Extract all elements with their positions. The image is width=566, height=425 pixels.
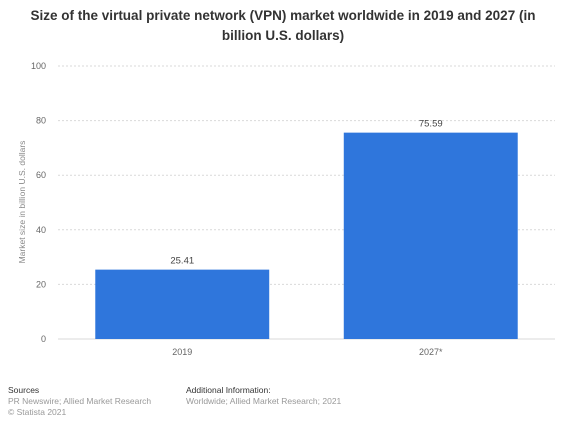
y-tick-label: 0 <box>41 334 46 344</box>
bars <box>95 132 518 339</box>
additional-info-heading: Additional Information: <box>186 385 271 395</box>
y-tick-label: 60 <box>36 170 46 180</box>
y-tick-label: 80 <box>36 116 46 126</box>
copyright-text: © Statista 2021 <box>8 407 67 417</box>
sources-text: PR Newswire; Allied Market Research <box>8 396 152 406</box>
bar <box>343 132 518 339</box>
x-tick-label: 2019 <box>172 347 192 357</box>
y-tick-label: 100 <box>31 61 46 71</box>
bar <box>95 269 270 339</box>
data-label: 25.41 <box>170 256 194 267</box>
sources-heading: Sources <box>8 385 40 395</box>
data-labels: 25.41 75.59 <box>170 119 442 267</box>
y-tick-label: 20 <box>36 279 46 289</box>
x-tick-label: 2027* <box>419 347 443 357</box>
additional-info-text: Worldwide; Allied Market Research; 2021 <box>186 396 342 406</box>
additional-info-block: Additional Information: Worldwide; Allie… <box>186 385 341 407</box>
x-axis-ticks: 2019 2027* <box>172 347 443 357</box>
data-label: 75.59 <box>419 119 443 130</box>
y-axis-label: Market size in billion U.S. dollars <box>17 141 27 264</box>
y-axis-ticks: 0 20 40 60 80 100 <box>31 61 46 344</box>
y-tick-label: 40 <box>36 225 46 235</box>
chart-title: Size of the virtual private network (VPN… <box>30 8 536 43</box>
sources-block: Sources PR Newswire; Allied Market Resea… <box>8 385 151 418</box>
